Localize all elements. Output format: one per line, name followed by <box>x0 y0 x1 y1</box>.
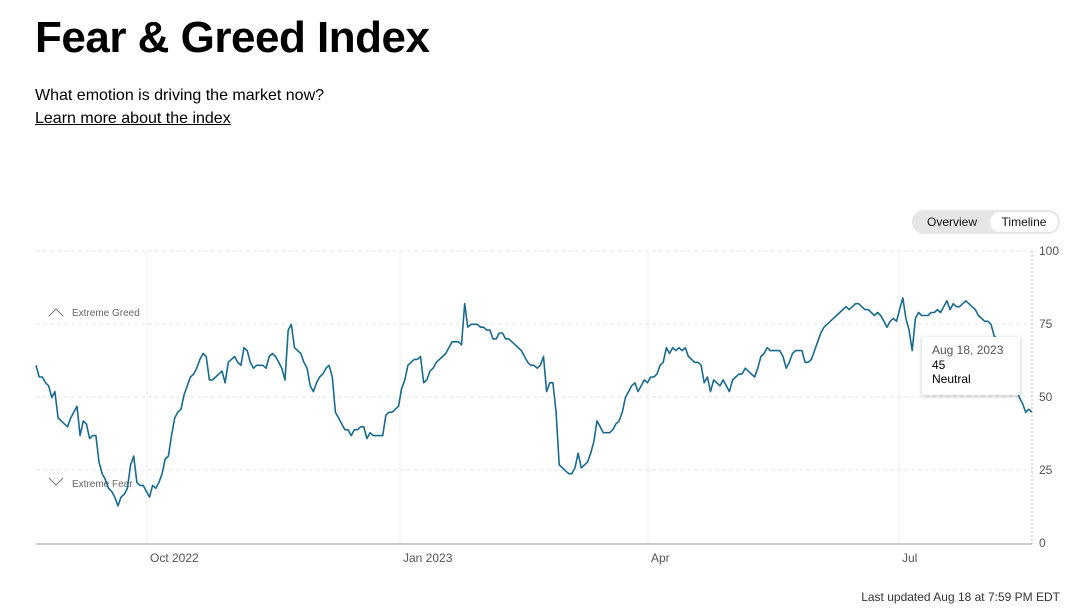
y-tick-25: 25 <box>1039 463 1053 477</box>
y-axis-ticks: 100 75 50 25 0 <box>1039 244 1059 550</box>
fear-greed-series-line[interactable] <box>35 297 1033 507</box>
page-title: Fear & Greed Index <box>35 13 430 62</box>
x-tick-jul: Jul <box>902 551 917 565</box>
tooltip-value: 45 <box>932 358 946 372</box>
timeline-toggle-button[interactable]: Timeline <box>990 212 1058 232</box>
extreme-fear-label: Extreme Fear <box>72 479 133 490</box>
x-tick-jan-2023: Jan 2023 <box>403 551 453 565</box>
extreme-fear-annotation: Extreme Fear <box>48 477 133 490</box>
extreme-greed-label: Extreme Greed <box>72 308 140 319</box>
chevron-down-icon <box>48 477 64 486</box>
chevron-up-icon <box>48 308 64 317</box>
last-updated-text: Last updated Aug 18 at 7:59 PM EDT <box>861 590 1060 604</box>
extreme-greed-annotation: Extreme Greed <box>48 308 140 319</box>
chart-gridlines <box>36 250 1033 545</box>
tooltip-date: Aug 18, 2023 <box>932 343 1004 357</box>
tooltip-label: Neutral <box>932 372 971 386</box>
page-subtitle: What emotion is driving the market now? <box>35 87 325 104</box>
y-tick-0: 0 <box>1039 536 1046 550</box>
y-tick-50: 50 <box>1039 390 1053 404</box>
x-axis-ticks: Oct 2022 Jan 2023 Apr Jul <box>150 551 917 565</box>
x-tick-apr: Apr <box>651 551 670 565</box>
view-toggle: Overview Timeline <box>912 210 1060 234</box>
x-tick-oct-2022: Oct 2022 <box>150 551 199 565</box>
y-tick-100: 100 <box>1039 244 1059 258</box>
fear-greed-chart: Extreme Greed Extreme Fear 100 75 50 25 … <box>35 244 1059 565</box>
overview-toggle-button[interactable]: Overview <box>926 215 977 229</box>
y-tick-75: 75 <box>1039 317 1053 331</box>
learn-more-link[interactable]: Learn more about the index <box>35 110 231 127</box>
chart-tooltip: Aug 18, 2023 45 Neutral <box>922 337 1020 395</box>
